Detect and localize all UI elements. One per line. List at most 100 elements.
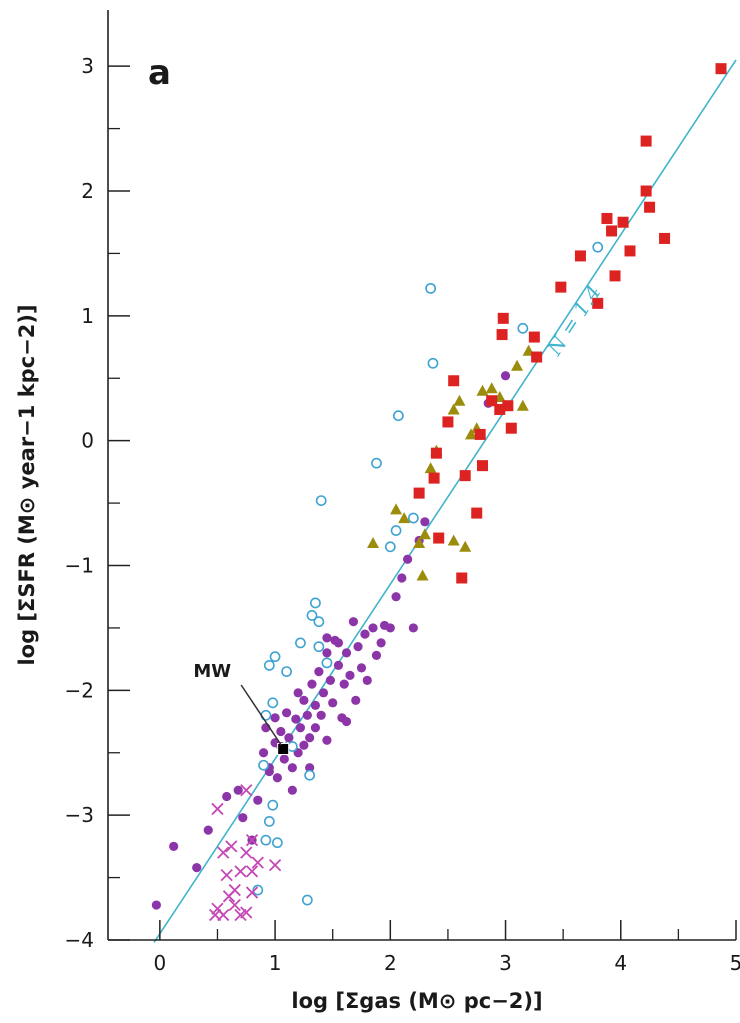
triangle-point (424, 462, 437, 474)
y-tick-label: 2 (81, 179, 94, 203)
cross-stroke (240, 784, 253, 797)
y-tick-label: 0 (81, 429, 94, 453)
mw-leader-line (240, 684, 282, 746)
open-circle-point (427, 357, 439, 369)
x-tick-label: 5 (730, 951, 740, 975)
cross-stroke (245, 865, 259, 878)
square-point (502, 400, 514, 412)
open-circle-point (310, 597, 321, 609)
filled-circle-point (203, 825, 213, 835)
open-circle-point (384, 541, 396, 553)
cross-point (251, 856, 264, 869)
mw-marker (277, 743, 290, 756)
square-point (640, 185, 652, 197)
cross-stroke (245, 833, 259, 847)
open-circle-point (315, 495, 327, 506)
cross-point (240, 846, 253, 859)
square-point (456, 572, 468, 584)
square-point (428, 472, 440, 484)
y-axis-title: log [ΣSFR (M⊙ year−1 kpc−2)] (15, 304, 39, 665)
fit-label: N = 1.4 (542, 281, 606, 361)
y-tick-label: −4 (65, 928, 94, 952)
y-tick-label: −2 (65, 678, 94, 702)
open-circle-point (306, 610, 318, 621)
square-point (413, 487, 425, 499)
cross-point (240, 784, 253, 797)
data-points (151, 63, 727, 922)
square-point (715, 63, 727, 75)
x-tick-label: 2 (384, 951, 397, 975)
filled-circle-point (279, 754, 289, 764)
x-tick-label: 4 (614, 951, 627, 975)
square-point (474, 428, 486, 440)
filled-circle-point (316, 710, 326, 720)
open-circle-point (313, 616, 325, 628)
cross-point (217, 846, 230, 859)
triangle-point (516, 399, 529, 411)
filled-circle-point (282, 708, 292, 718)
triangle-point (464, 428, 477, 440)
x-tick-label: 0 (153, 951, 166, 975)
filled-circle-point (322, 735, 332, 745)
open-circle-point (267, 697, 279, 709)
filled-circle-point (287, 785, 297, 795)
cross-point (211, 802, 224, 816)
square-point (430, 447, 442, 459)
square-point (448, 375, 460, 387)
cross-stroke (228, 898, 241, 912)
open-circle-point (313, 641, 325, 653)
filled-circle-point (322, 648, 332, 658)
cross-point (234, 865, 247, 878)
cross-point (245, 865, 259, 878)
filled-circle-point (169, 841, 179, 851)
cross-point (225, 840, 238, 853)
filled-circle-point (253, 795, 263, 805)
square-point (531, 351, 543, 363)
open-circle-point (267, 799, 279, 811)
filled-circle-point (348, 617, 359, 627)
filled-circle-point (397, 573, 407, 583)
filled-circle-point (291, 714, 301, 724)
y-tick-label: −3 (65, 803, 94, 827)
open-circle-point (252, 884, 264, 896)
cross-stroke (268, 858, 282, 872)
x-tick-label: 3 (499, 951, 512, 975)
triangle-point (390, 503, 403, 515)
filled-circle-point (385, 623, 395, 633)
open-circle-point (269, 651, 281, 663)
filled-circle-point (376, 638, 386, 648)
open-circle-point (390, 525, 402, 536)
filled-circle-point (356, 663, 367, 673)
filled-circle-point (333, 660, 344, 670)
filled-circle-point (391, 592, 401, 602)
square-point (476, 460, 488, 472)
square-point (606, 225, 618, 237)
filled-circle-point (318, 688, 329, 698)
triangle-point (367, 537, 380, 549)
cross-point (228, 883, 241, 897)
triangle-point (459, 540, 472, 552)
cross-stroke (251, 856, 264, 869)
triangle-point (447, 534, 460, 546)
square-point (617, 216, 629, 228)
square-point (574, 250, 586, 262)
cross-stroke (220, 868, 233, 882)
cross-stroke (211, 802, 224, 816)
filled-circle-point (362, 675, 372, 685)
open-circle-point (407, 512, 419, 524)
filled-circle-point (270, 713, 280, 723)
filled-circle-point (222, 791, 232, 802)
triangle-point (511, 359, 524, 371)
filled-circle-point (310, 700, 321, 710)
open-circle-point (592, 241, 604, 253)
y-tick-label: −1 (65, 554, 94, 578)
square-point (640, 135, 652, 147)
open-circle-point (392, 410, 404, 422)
square-point (601, 212, 613, 224)
filled-circle-point (299, 740, 309, 750)
filled-circle-point (368, 623, 378, 633)
open-circle-point (281, 666, 293, 678)
filled-circle-point (408, 623, 418, 633)
triangle-point (485, 382, 498, 394)
square-point (609, 270, 621, 282)
